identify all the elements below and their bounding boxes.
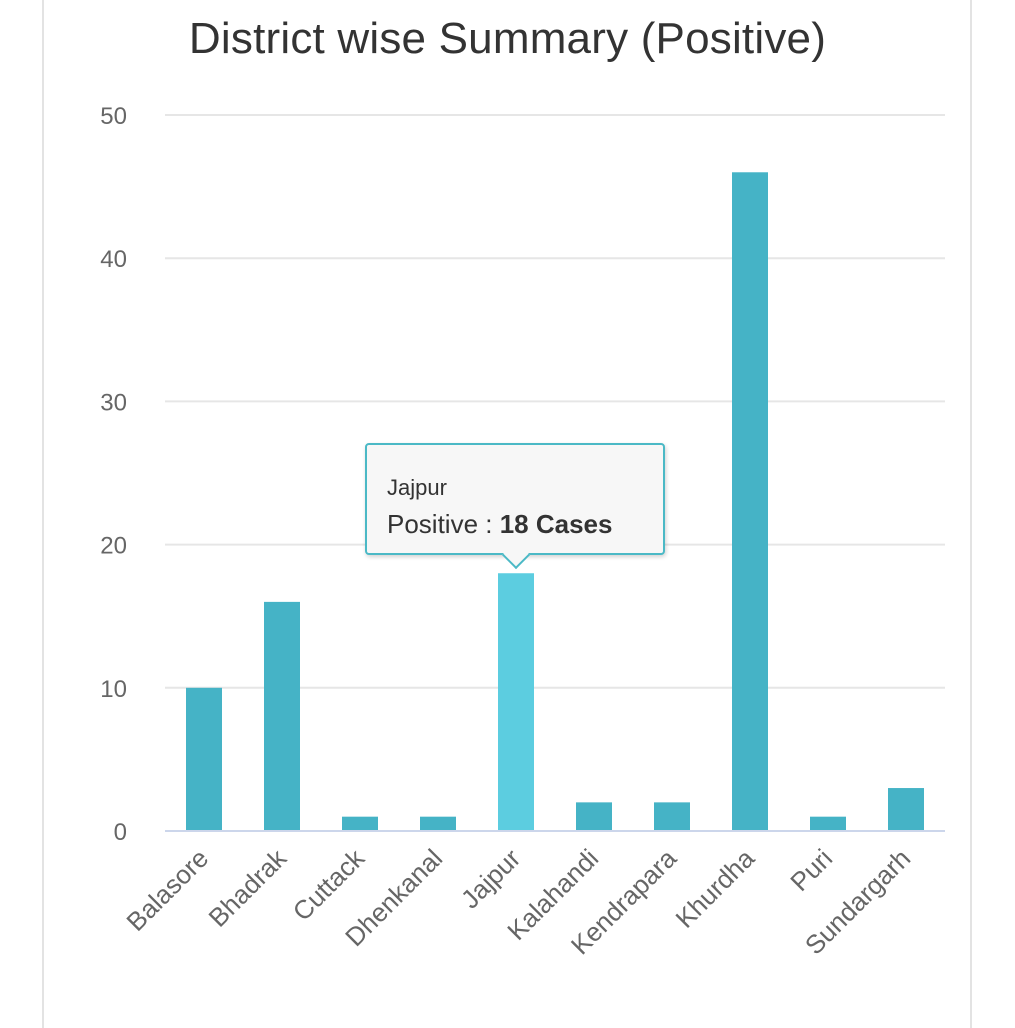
bar-cuttack[interactable] [342, 816, 378, 831]
tooltip-value: 18 Cases [499, 509, 613, 539]
x-tick-label: Khurdha [670, 843, 761, 934]
x-tick-label: Jajpur [455, 843, 527, 915]
bar-dhenkanal[interactable] [420, 816, 456, 831]
y-tick-label: 20 [100, 533, 127, 560]
y-tick-label: 40 [100, 246, 127, 273]
x-tick-label: Puri [784, 843, 838, 897]
bar-balasore[interactable] [186, 687, 222, 831]
bar-kalahandi[interactable] [576, 802, 612, 831]
tooltip-category: Jajpur [387, 475, 447, 500]
bar-kendrapara[interactable] [654, 802, 690, 831]
bar-jajpur[interactable] [498, 573, 534, 831]
tooltip-value-line: Positive : 18 Cases [387, 509, 612, 540]
y-tick-label: 30 [100, 389, 127, 416]
grid-lines [165, 114, 945, 689]
bar-khurdha[interactable] [732, 172, 768, 831]
y-tick-label: 10 [100, 676, 127, 703]
tooltip: Jajpur Positive : 18 Cases [365, 443, 665, 570]
bar-bhadrak[interactable] [264, 601, 300, 831]
bars [186, 172, 924, 831]
chart-title: District wise Summary (Positive) [188, 14, 827, 63]
bar-sundargarh[interactable] [888, 788, 924, 831]
y-tick-label: 0 [114, 819, 127, 846]
y-axis-ticks: 0 10 20 30 40 50 [100, 103, 127, 846]
x-tick-label: Bhadrak [203, 842, 293, 932]
y-tick-label: 50 [100, 103, 127, 130]
tooltip-series-label: Positive : [387, 509, 500, 539]
bar-puri[interactable] [810, 816, 846, 831]
x-tick-label: Balasore [120, 843, 214, 937]
